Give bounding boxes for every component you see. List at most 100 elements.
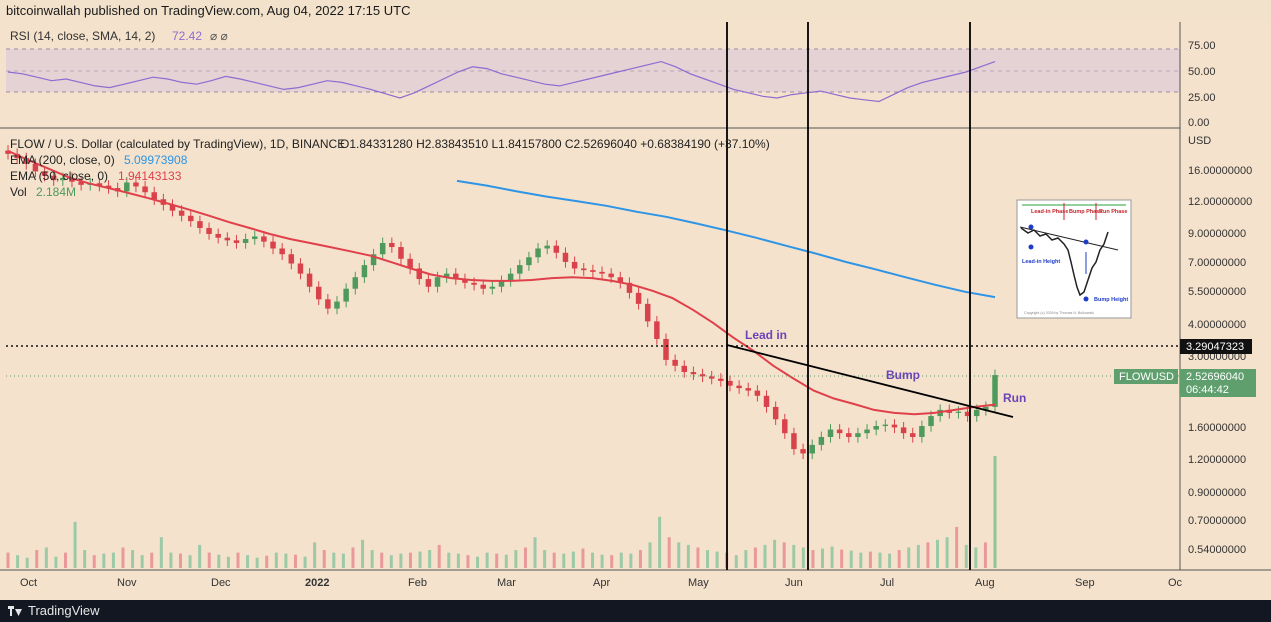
volume-bar — [399, 553, 403, 568]
candle-body — [800, 449, 806, 454]
candle-body — [133, 182, 139, 187]
volume-bar — [504, 554, 508, 568]
candle-body — [846, 433, 852, 437]
volume-bar — [236, 552, 240, 568]
candle-body — [50, 175, 57, 181]
volume-bar — [16, 555, 20, 568]
candle-body — [571, 261, 578, 269]
volume-bar — [217, 554, 221, 568]
volume-bar — [811, 550, 815, 568]
volume-bar — [351, 547, 355, 568]
candle-body — [261, 236, 267, 242]
volume-bar — [629, 553, 633, 568]
candle-body — [334, 301, 340, 309]
time-label: Jul — [880, 577, 894, 589]
time-label-year: 2022 — [305, 577, 329, 589]
volume-bar — [926, 542, 930, 568]
inset-diagram[interactable]: Lead-in Phase Bump Phase Run Phase Lead-… — [1016, 199, 1132, 319]
candle-body — [169, 204, 176, 211]
candle-body — [389, 242, 395, 248]
volume-bar — [993, 456, 997, 568]
candle-body — [462, 279, 468, 283]
volume-bar — [648, 542, 652, 568]
volume-bar — [428, 550, 432, 568]
candle-body — [891, 424, 898, 428]
volume-bar — [274, 552, 278, 568]
candle-body — [581, 268, 587, 271]
legend-ohlc: O1.84331280 H2.83843510 L1.84157800 C2.5… — [340, 137, 770, 151]
volume-bar — [821, 548, 825, 568]
inset-lead-in-phase: Lead-in Phase — [1031, 209, 1068, 215]
volume-bar — [54, 556, 58, 568]
volume-bar — [73, 521, 77, 568]
candle-body — [672, 359, 678, 366]
volume-bar — [581, 548, 585, 568]
volume-bar — [859, 552, 863, 568]
candle-body — [535, 248, 541, 258]
volume-bar — [380, 552, 384, 568]
candle-body — [270, 241, 276, 249]
legend-vol-label: Vol — [10, 185, 27, 199]
legend-ema50-value: 1.94143133 — [118, 169, 182, 183]
volume-bar — [974, 547, 978, 568]
trendline[interactable] — [726, 344, 1014, 418]
candle-body — [343, 288, 349, 302]
inset-copyright: Copyright (c) 2009 by Thomas N. Bulkowsk… — [1024, 311, 1094, 315]
candle-body — [215, 233, 221, 238]
candle-body — [617, 277, 624, 283]
candle-body — [526, 257, 532, 266]
chart-canvas[interactable]: RSI (14, close, SMA, 14, 2) 72.42 ⌀ ⌀ 75… — [0, 0, 1271, 600]
volume-bar — [706, 550, 710, 568]
volume-bar — [495, 553, 499, 568]
volume-bar — [945, 537, 949, 568]
candle-body — [681, 365, 688, 373]
volume-bar — [408, 552, 412, 568]
candle-body — [233, 240, 240, 243]
volume-bar — [514, 550, 518, 568]
candle-body — [517, 265, 523, 274]
price-tick: 4.00000000 — [1188, 319, 1246, 331]
legend-ema200-label: EMA (200, close, 0) — [10, 153, 115, 167]
time-label: Oct — [20, 577, 37, 589]
candle-body — [425, 279, 432, 287]
candle-body — [252, 236, 258, 240]
inset-run-phase: Run Phase — [1099, 209, 1127, 215]
volume-bar — [591, 552, 595, 568]
volume-bar — [6, 552, 10, 568]
inset-price-path — [1020, 227, 1109, 297]
volume-bar — [188, 555, 192, 568]
tradingview-brand-text: TradingView — [28, 603, 100, 618]
inset-marker — [1028, 224, 1034, 230]
time-label: Oc — [1168, 577, 1183, 589]
volume-bar — [543, 550, 547, 568]
volume-bar — [226, 556, 230, 568]
candle-body — [727, 380, 733, 386]
candle-body — [782, 419, 788, 434]
ema50-line[interactable] — [7, 149, 996, 416]
candle-body — [471, 282, 477, 285]
candle-body — [590, 270, 596, 272]
volume-bar — [476, 556, 480, 568]
candle-body — [352, 277, 359, 289]
tradingview-footer[interactable]: TradingView — [0, 600, 1271, 622]
volume-bar — [92, 555, 96, 568]
volume-bar — [313, 542, 317, 568]
candle-body — [562, 252, 569, 262]
volume-bar — [447, 552, 451, 568]
volume-bar — [773, 539, 777, 568]
volume-bar — [916, 544, 920, 568]
price-axis[interactable]: USD 16.00000000 12.00000000 9.00000000 7… — [1188, 135, 1252, 556]
volume-bar — [178, 553, 182, 568]
volume-bar — [284, 553, 288, 568]
inset-bump-phase: Bump Phase — [1069, 209, 1102, 215]
ema200-line[interactable] — [456, 179, 996, 299]
candle-body — [690, 372, 697, 375]
time-axis[interactable]: Oct Nov Dec 2022 Feb Mar Apr May Jun Jul… — [20, 577, 1183, 589]
legend-vol-value: 2.184M — [36, 185, 76, 199]
volume-bar — [25, 557, 29, 568]
price-tick: 1.20000000 — [1188, 454, 1246, 466]
volume-bar — [667, 537, 671, 568]
inset-marker — [1083, 239, 1089, 245]
candle-body — [124, 182, 130, 192]
volume-bar — [964, 544, 968, 568]
